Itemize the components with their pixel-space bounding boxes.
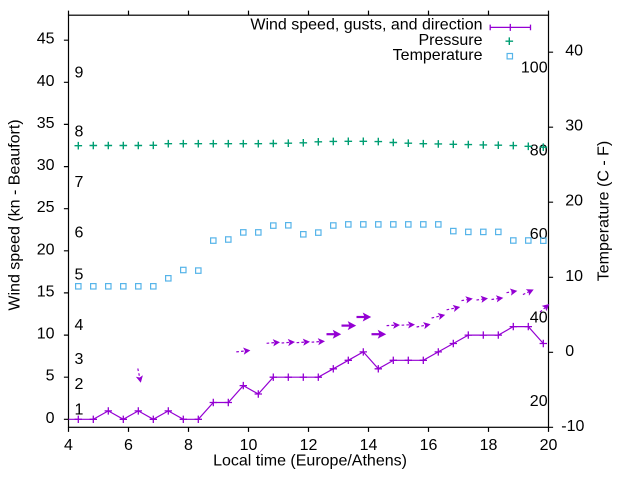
svg-text:Temperature: Temperature — [393, 47, 483, 64]
svg-text:10: 10 — [240, 437, 258, 454]
svg-text:35: 35 — [37, 115, 55, 132]
svg-text:Wind speed (kn - Beaufort): Wind speed (kn - Beaufort) — [7, 119, 24, 310]
svg-text:18: 18 — [480, 437, 498, 454]
svg-text:4: 4 — [64, 437, 73, 454]
svg-text:8: 8 — [184, 437, 193, 454]
svg-text:15: 15 — [37, 283, 55, 300]
svg-text:20: 20 — [37, 241, 55, 258]
svg-text:5: 5 — [46, 368, 55, 385]
svg-text:7: 7 — [75, 174, 84, 191]
svg-text:10: 10 — [37, 326, 55, 343]
svg-text:6: 6 — [124, 437, 133, 454]
svg-text:Pressure: Pressure — [418, 32, 482, 49]
svg-text:0: 0 — [565, 343, 574, 360]
svg-text:100: 100 — [521, 59, 548, 76]
svg-text:8: 8 — [75, 123, 84, 140]
svg-text:20: 20 — [565, 193, 583, 210]
svg-text:14: 14 — [360, 437, 378, 454]
svg-text:4: 4 — [75, 317, 84, 334]
svg-text:20: 20 — [530, 393, 548, 410]
svg-text:12: 12 — [300, 437, 318, 454]
svg-text:3: 3 — [75, 351, 84, 368]
svg-text:2: 2 — [75, 376, 84, 393]
svg-text:9: 9 — [75, 64, 84, 81]
svg-text:40: 40 — [530, 309, 548, 326]
svg-text:16: 16 — [420, 437, 438, 454]
svg-text:80: 80 — [530, 143, 548, 160]
svg-text:5: 5 — [75, 267, 84, 284]
svg-text:0: 0 — [46, 410, 55, 427]
svg-text:Local time (Europe/Athens): Local time (Europe/Athens) — [213, 452, 407, 469]
svg-text:-10: -10 — [561, 418, 584, 435]
svg-text:6: 6 — [75, 224, 84, 241]
svg-text:20: 20 — [540, 437, 558, 454]
svg-text:1: 1 — [75, 401, 84, 418]
svg-text:30: 30 — [37, 157, 55, 174]
svg-text:Temperature (C - F): Temperature (C - F) — [596, 141, 613, 281]
svg-text:40: 40 — [565, 43, 583, 60]
svg-text:40: 40 — [37, 73, 55, 90]
svg-text:30: 30 — [565, 118, 583, 135]
svg-text:Wind speed, gusts, and directi: Wind speed, gusts, and direction — [250, 16, 482, 33]
svg-text:60: 60 — [530, 226, 548, 243]
svg-text:10: 10 — [565, 268, 583, 285]
svg-text:25: 25 — [37, 199, 55, 216]
svg-text:45: 45 — [37, 31, 55, 48]
